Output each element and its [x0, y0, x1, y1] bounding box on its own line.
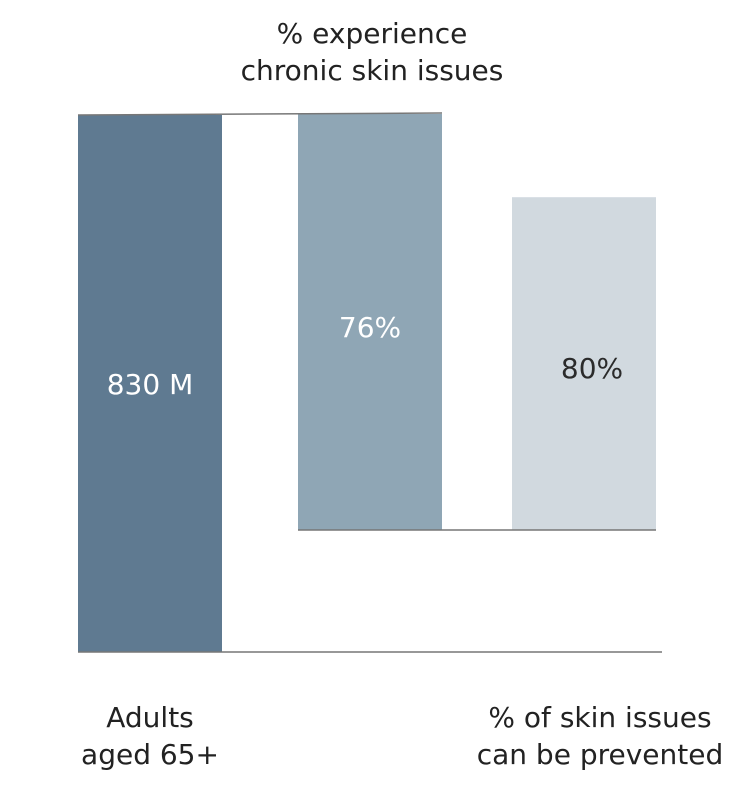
data-label-76-percent: 76%: [339, 311, 401, 344]
bar-chronic-skin-issues: [298, 114, 442, 530]
top-connector-line: [77, 112, 443, 116]
labels-group: 830 M 76% 80% Adults aged 65+ % experience chr…: [81, 17, 723, 771]
category-label-adults-line-2: aged 65+: [81, 738, 219, 771]
category-label-adults-line-1: Adults: [106, 701, 194, 734]
category-label-chronic-issues-line-2: chronic skin issues: [241, 54, 504, 87]
category-label-preventable-line-2: can be prevented: [477, 738, 724, 771]
bar-adults-aged-65: [78, 115, 222, 652]
bar-preventable-issues: [512, 197, 656, 530]
data-label-80-percent: 80%: [561, 352, 623, 385]
category-label-preventable-line-1: % of skin issues: [488, 701, 711, 734]
data-label-830m: 830 M: [107, 368, 194, 401]
connector-lines-group: [77, 112, 662, 653]
bars-group: [78, 114, 656, 652]
category-label-chronic-issues-line-1: % experience: [277, 17, 468, 50]
